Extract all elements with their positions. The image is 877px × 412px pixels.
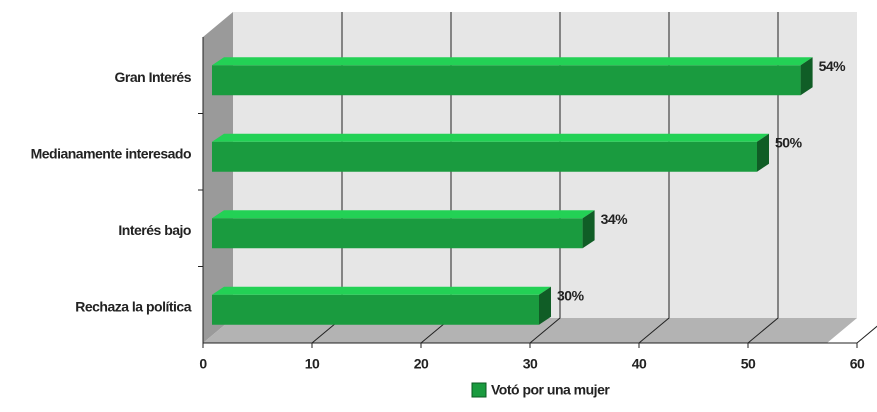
grid-line bbox=[747, 12, 779, 344]
y-tick-label: Gran Interés bbox=[115, 69, 192, 85]
bar-side bbox=[582, 210, 595, 249]
bar-top bbox=[212, 133, 769, 142]
x-tick-label: 30 bbox=[523, 356, 538, 372]
bar-front bbox=[212, 65, 801, 96]
x-tick-label: 20 bbox=[414, 356, 429, 372]
bar-front bbox=[212, 218, 583, 249]
value-label: 30% bbox=[557, 287, 585, 303]
y-tick-label: Medianamente interesado bbox=[31, 145, 191, 161]
grid-line bbox=[529, 12, 561, 344]
x-tick-label: 10 bbox=[305, 356, 320, 372]
y-tick-label: Rechaza la política bbox=[75, 298, 191, 314]
bar-side bbox=[539, 286, 551, 325]
legend-swatch bbox=[471, 382, 487, 398]
value-label: 34% bbox=[601, 211, 629, 227]
x-tick-label: 50 bbox=[741, 356, 756, 372]
bar-side bbox=[757, 133, 769, 172]
x-tick-label: 0 bbox=[199, 356, 207, 372]
y-tick-label: Interés bajo bbox=[118, 222, 191, 238]
grid-line bbox=[638, 12, 670, 344]
bar-top bbox=[212, 286, 551, 295]
x-tick-label: 40 bbox=[632, 356, 647, 372]
x-tick-label: 60 bbox=[850, 356, 865, 372]
bar-top bbox=[212, 210, 595, 219]
legend-label: Votó por una mujer bbox=[491, 382, 610, 398]
bar-front bbox=[212, 141, 757, 172]
bar-front bbox=[212, 294, 539, 325]
grid-line bbox=[856, 325, 877, 344]
value-label: 54% bbox=[819, 58, 847, 74]
bar-top bbox=[212, 57, 813, 66]
bar-side bbox=[800, 57, 813, 96]
value-label: 50% bbox=[775, 134, 803, 150]
